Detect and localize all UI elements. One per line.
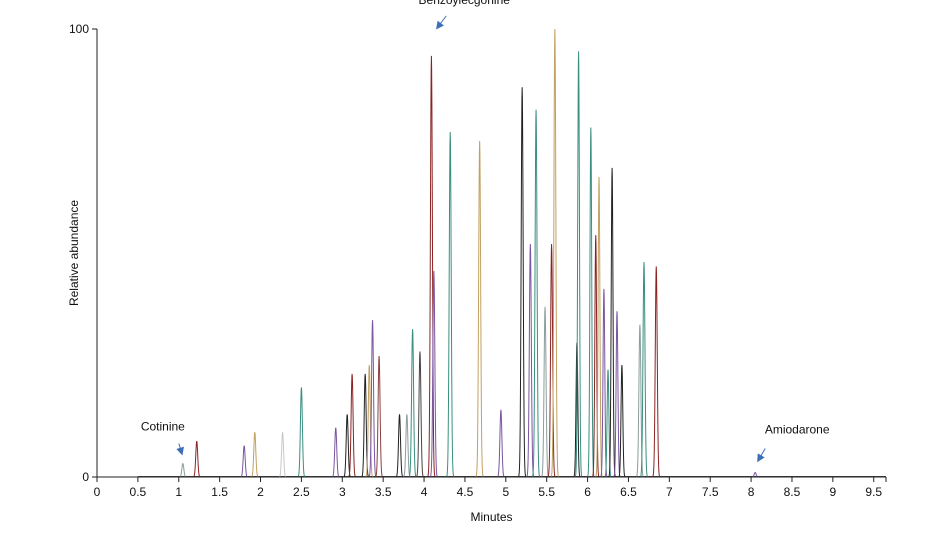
x-tick-label: 0.5 bbox=[130, 485, 147, 499]
axes bbox=[96, 29, 886, 478]
peak-trace bbox=[586, 127, 596, 478]
peak-trace bbox=[496, 409, 506, 478]
peak-trace bbox=[407, 329, 418, 478]
peak-trace bbox=[296, 387, 307, 478]
x-tick-label: 1 bbox=[175, 485, 182, 499]
peak-trace bbox=[394, 414, 405, 478]
x-tick-label: 6 bbox=[584, 485, 591, 499]
x-axis-title: Minutes bbox=[470, 510, 512, 524]
y-tick-label: 100 bbox=[69, 22, 89, 36]
peak-trace bbox=[239, 445, 250, 478]
plot-area bbox=[137, 28, 886, 478]
peak-annotation-label: Cotinine bbox=[141, 420, 185, 434]
x-tick-label: 8.5 bbox=[784, 485, 801, 499]
peak-trace bbox=[594, 176, 604, 478]
y-tick-label: 0 bbox=[82, 470, 89, 484]
peak-trace bbox=[599, 288, 609, 478]
peak-trace bbox=[177, 462, 188, 478]
peak-trace bbox=[249, 432, 260, 478]
peak-trace bbox=[540, 306, 550, 478]
x-tick-label: 0 bbox=[94, 485, 101, 499]
peak-trace bbox=[639, 261, 649, 478]
peak-trace bbox=[574, 51, 584, 478]
x-tick-label: 4.5 bbox=[457, 485, 474, 499]
peak-annotations: Cotinine Benzoylecgonine Amiodarone bbox=[141, 0, 830, 463]
x-tick-label: 3.5 bbox=[375, 485, 392, 499]
peak-trace bbox=[428, 270, 439, 478]
peak-trace bbox=[374, 356, 384, 478]
peak-trace bbox=[651, 266, 662, 478]
x-tick-label: 9.5 bbox=[865, 485, 882, 499]
peak-trace bbox=[277, 432, 288, 478]
x-axis-ticks: 0 0.5 1 1.5 2 2.5 3 3.5 4 4.5 5 5.5 6 6.5 7 7.5 8 8.5 9 9.5 bbox=[94, 477, 887, 499]
peak-trace bbox=[549, 28, 560, 478]
peak-trace bbox=[367, 320, 378, 478]
peak-trace bbox=[445, 132, 456, 478]
peak-trace bbox=[330, 427, 341, 478]
peak-trace bbox=[426, 55, 437, 478]
annotation-arrow-icon bbox=[436, 15, 447, 30]
x-tick-label: 9 bbox=[830, 485, 837, 499]
y-axis-ticks: 0 100 bbox=[69, 22, 97, 484]
peak-trace bbox=[591, 235, 601, 478]
peak-trace bbox=[612, 311, 622, 478]
x-tick-label: 3 bbox=[339, 485, 346, 499]
x-tick-label: 7.5 bbox=[702, 485, 719, 499]
peak-trace bbox=[531, 109, 541, 478]
x-tick-label: 5.5 bbox=[538, 485, 555, 499]
x-tick-label: 2.5 bbox=[293, 485, 310, 499]
peak-annotation-label: Amiodarone bbox=[765, 423, 830, 437]
x-tick-label: 4 bbox=[421, 485, 428, 499]
annotation-arrow-icon bbox=[757, 448, 766, 463]
x-tick-label: 7 bbox=[666, 485, 673, 499]
peak-annotation-label: Benzoylecgonine bbox=[419, 0, 511, 7]
x-tick-label: 6.5 bbox=[620, 485, 637, 499]
peak-trace bbox=[415, 351, 425, 478]
x-tick-label: 2 bbox=[257, 485, 264, 499]
peak-trace bbox=[546, 244, 557, 478]
peak-trace bbox=[191, 441, 202, 478]
peak-trace bbox=[525, 244, 536, 478]
peak-trace bbox=[517, 87, 528, 478]
peak-trace bbox=[634, 324, 645, 478]
x-tick-label: 8 bbox=[748, 485, 755, 499]
x-tick-label: 1.5 bbox=[211, 485, 228, 499]
annotation-arrow-icon bbox=[176, 443, 184, 456]
peak-trace bbox=[474, 140, 485, 478]
x-tick-label: 5 bbox=[502, 485, 509, 499]
y-axis-title: Relative abundance bbox=[67, 200, 81, 306]
peak-trace bbox=[607, 167, 617, 478]
